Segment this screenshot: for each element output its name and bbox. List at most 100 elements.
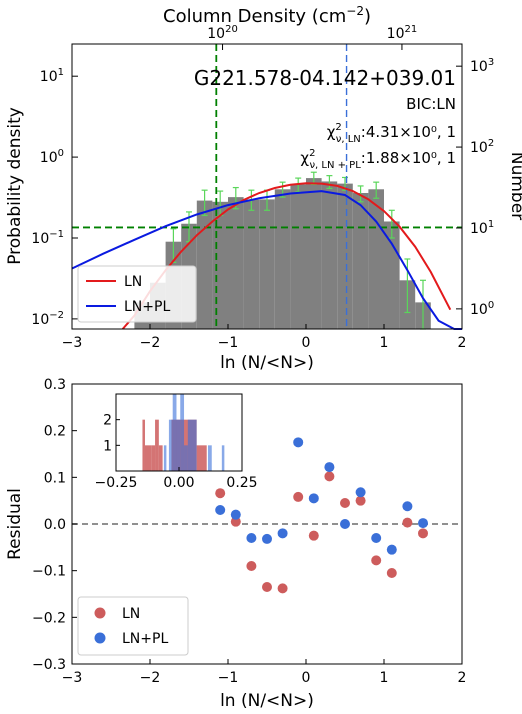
inset-y-tick-label: 2 [103, 413, 112, 429]
x-tick-label: 1 [380, 670, 389, 686]
y-tick-label-base: 10 [31, 312, 49, 328]
y2-tick-label-base: 10 [470, 59, 488, 75]
ln-residual-point [402, 517, 413, 528]
y-tick-label: −0.2 [32, 610, 66, 626]
legend-box [77, 596, 189, 656]
y-tick-label: 10−2 [31, 310, 64, 328]
ln-residual-point [230, 516, 241, 527]
x-tick-label: 1 [380, 335, 389, 351]
inset-lnpl-bar [172, 394, 177, 471]
ln-residual-point [215, 488, 226, 499]
y2-tick-label: 103 [470, 57, 494, 75]
y-tick-label-base: 10 [40, 69, 58, 85]
lnpl-residual-point [340, 519, 350, 529]
x-tick-label: 0 [302, 335, 311, 351]
ln-residual-point [386, 568, 397, 578]
y-tick-label: 101 [40, 67, 64, 85]
residual-inset: −0.25 0.00 0.25 1 2 [95, 393, 258, 491]
ln-residual-point [277, 583, 288, 594]
inset-x-tick-label: 0.00 [163, 475, 194, 491]
column-density-label: Column Density (cm−2) [163, 4, 371, 27]
y2-tick-label-exp: 3 [488, 57, 494, 68]
y2-tick-label: 102 [470, 138, 494, 156]
ln-residual-point [293, 491, 304, 502]
y-tick-label: 0.3 [44, 377, 66, 393]
lnpl-residual-point [277, 528, 288, 539]
lnpl-residual-point [386, 544, 397, 555]
inset-ticks: −0.25 0.00 0.25 1 2 [95, 413, 258, 491]
legend-lnpl-label: LN+PL [122, 631, 168, 647]
inset-lnpl-bar [180, 394, 185, 471]
lnpl-residual-point [402, 501, 413, 512]
chi-ln-annotation: χ2 ν, LN:4.31×10⁰, 1 [327, 122, 456, 145]
y-tick-label: −0.1 [32, 564, 66, 580]
ln-residual-point [308, 530, 319, 541]
y-tick-label-exp: 1 [58, 67, 64, 78]
inset-ln-bar [144, 445, 148, 471]
source-title: G221.578-04.142+039.01 [194, 66, 456, 90]
lnpl-residual-point [355, 487, 366, 498]
y-tick-label-base: 10 [31, 231, 49, 247]
top-y-axis-label: Probability density [5, 107, 25, 265]
y2-tick-label: 100 [470, 300, 494, 318]
histogram-bar [259, 199, 275, 329]
ln-residual-point [262, 582, 272, 592]
residual-points [215, 437, 428, 594]
top-x-ticks: −3 −2 −1 0 1 2 [62, 324, 466, 351]
top-tick-label-base: 10 [207, 26, 225, 42]
x-tick-label: −3 [62, 670, 83, 686]
lnpl-residual-point [215, 505, 226, 515]
ln-residual-point [324, 471, 335, 482]
y-tick-label-base: 10 [40, 150, 58, 166]
inset-x-tick-label: 0.25 [226, 475, 257, 491]
x-tick-label: −3 [62, 335, 83, 351]
y2-tick-label-exp: 0 [488, 300, 494, 311]
y-tick-label: −0.3 [32, 657, 66, 673]
legend-lnpl-marker [94, 632, 106, 644]
top-x-axis-label: ln (N/<N>) [220, 353, 314, 373]
y2-tick-label-exp: 1 [488, 219, 494, 230]
top-plot-frame [71, 43, 463, 330]
bottom-panel: −3 −2 −1 0 1 2 −0.3 −0.2 −0.1 0.0 0.1 0.2 0.3 −0.25… [5, 377, 466, 711]
inset-lnpl-bar [176, 419, 181, 471]
lnpl-residual-point [230, 509, 241, 520]
inset-lnpl-bar [168, 419, 173, 471]
y-tick-label: 100 [40, 148, 64, 166]
y2-tick-label-base: 10 [470, 221, 488, 237]
inset-ln-bar [158, 445, 163, 471]
x-tick-label: 0 [302, 670, 311, 686]
inset-x-tick-label: −0.25 [95, 475, 138, 491]
y2-tick-label-base: 10 [470, 302, 488, 318]
legend-ln-label: LN [124, 274, 142, 290]
lnpl-fit-curve [71, 190, 462, 330]
ln-residual-point [355, 495, 366, 506]
chi-lnpl-annotation: χ2 ν, LN + PL:1.88×10⁰, 1 [300, 148, 456, 171]
lnpl-residual-point [262, 533, 272, 544]
y2-tick-label-base: 10 [470, 140, 488, 156]
inset-lnpl-bar [184, 445, 188, 471]
inset-ln-bar [155, 419, 159, 471]
lnpl-residual-point [246, 533, 257, 543]
legend-ln-label: LN [122, 606, 140, 622]
top-tick-label-exp: 20 [225, 24, 238, 35]
inset-lnpl-bar [221, 445, 225, 471]
bottom-x-ticks: −3 −2 −1 0 1 2 [62, 659, 466, 686]
y2-tick-label-exp: 2 [488, 138, 494, 149]
ln-fit-curve [121, 182, 452, 330]
top-y2-axis-label: Number [507, 152, 522, 220]
x-tick-label: −1 [218, 670, 239, 686]
histogram-bar [352, 192, 369, 329]
inset-ln-bar [147, 445, 152, 471]
x-tick-label: −1 [218, 335, 239, 351]
histogram-bar [368, 189, 384, 329]
lnpl-residual-point [324, 462, 335, 473]
x-tick-label: −2 [140, 670, 161, 686]
inset-lnpl-bar [207, 445, 212, 471]
bic-annotation: BIC:LN [406, 95, 456, 113]
histogram-bar [306, 178, 322, 329]
x-tick-label: −2 [140, 335, 161, 351]
lnpl-residual-point [293, 437, 304, 448]
inset-y-tick-label: 1 [103, 438, 112, 454]
